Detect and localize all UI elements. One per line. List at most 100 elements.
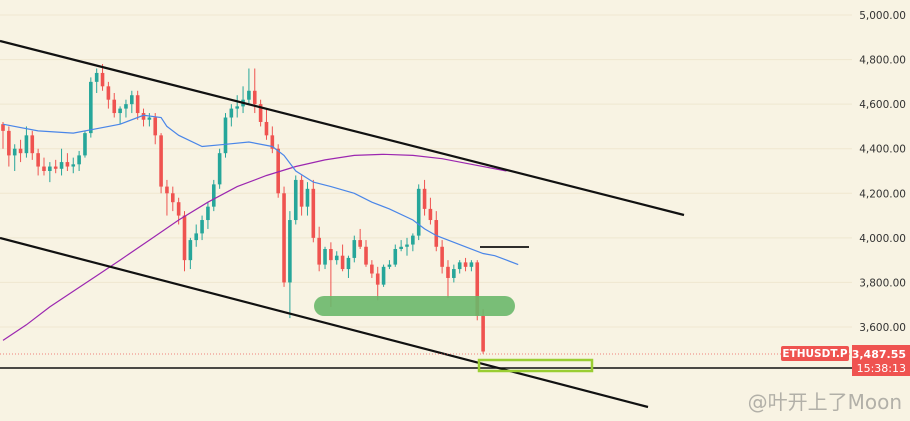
candle-body[interactable] (481, 315, 485, 352)
candle-body[interactable] (381, 266, 386, 285)
candle-body[interactable] (1, 124, 5, 131)
candle-body[interactable] (153, 117, 158, 136)
candle-body[interactable] (217, 153, 222, 185)
candle-body[interactable] (141, 113, 146, 120)
candle-body[interactable] (48, 166, 52, 171)
candle-body[interactable] (452, 269, 456, 278)
candle-body[interactable] (30, 135, 35, 154)
candle-body[interactable] (147, 117, 152, 120)
candle-body[interactable] (317, 237, 321, 265)
candle-body[interactable] (18, 148, 23, 154)
candle-body[interactable] (223, 117, 228, 154)
candle-body[interactable] (270, 135, 275, 149)
candle-body[interactable] (135, 95, 140, 114)
candle-body[interactable] (53, 166, 58, 169)
candle-body[interactable] (24, 135, 29, 154)
y-tick-label: 4,000.00 (859, 233, 906, 245)
lower-channel-trendline[interactable] (0, 236, 649, 409)
candle-body[interactable] (428, 208, 433, 221)
candle-body[interactable] (159, 135, 163, 187)
candle-body[interactable] (399, 246, 403, 249)
candle-body[interactable] (235, 106, 239, 109)
y-tick-label: 3,800.00 (859, 277, 906, 289)
candle-body[interactable] (124, 104, 128, 109)
y-tick-label: 4,400.00 (859, 144, 906, 156)
candle-body[interactable] (370, 264, 374, 274)
target-zone-box[interactable] (477, 358, 594, 373)
candle-body[interactable] (411, 235, 415, 245)
candle-body[interactable] (112, 99, 117, 114)
candle-body[interactable] (299, 179, 304, 207)
candle-body[interactable] (416, 188, 421, 236)
candle-body[interactable] (434, 220, 439, 247)
candle-body[interactable] (387, 264, 392, 267)
candle-body[interactable] (293, 179, 298, 221)
y-tick-label: 5,000.00 (859, 10, 906, 22)
candle-body[interactable] (334, 255, 339, 261)
candle-body[interactable] (59, 162, 64, 169)
candle-body[interactable] (323, 249, 327, 265)
candle-body[interactable] (305, 188, 310, 207)
candle-body[interactable] (229, 108, 234, 118)
candle-body[interactable] (252, 90, 257, 105)
candle-body[interactable] (440, 246, 444, 267)
candle-body[interactable] (329, 249, 333, 261)
candle-body[interactable] (276, 148, 280, 194)
candle-body[interactable] (340, 255, 345, 270)
candle-body[interactable] (176, 202, 181, 216)
support-zone-highlight[interactable] (314, 296, 515, 316)
candle-body[interactable] (469, 262, 474, 267)
candle-body[interactable] (422, 188, 427, 209)
last-price-value: 3,487.55 (852, 348, 906, 361)
candle-body[interactable] (65, 162, 70, 167)
y-tick-label: 4,200.00 (859, 188, 906, 200)
upper-channel-trendline[interactable] (0, 39, 685, 217)
candle-body[interactable] (83, 133, 87, 156)
candle-body[interactable] (282, 193, 286, 283)
last-price-tag (852, 345, 910, 376)
candle-body[interactable] (264, 121, 269, 136)
candle-body[interactable] (182, 215, 187, 261)
candle-body[interactable] (446, 266, 450, 278)
candle-body[interactable] (130, 95, 134, 105)
candle-body[interactable] (358, 240, 362, 247)
candle-body[interactable] (106, 86, 111, 100)
candle-body[interactable] (364, 246, 368, 265)
candle-body[interactable] (89, 81, 93, 134)
candle-body[interactable] (118, 108, 122, 114)
candle-body[interactable] (206, 206, 210, 221)
candle-body[interactable] (475, 262, 480, 316)
candle-body[interactable] (311, 188, 316, 238)
candle-body[interactable] (200, 220, 204, 234)
candle-body[interactable] (352, 240, 357, 258)
candle-body[interactable] (211, 184, 216, 207)
candle-body[interactable] (346, 257, 351, 270)
candle-body[interactable] (36, 153, 40, 167)
y-tick-label: 4,600.00 (859, 99, 906, 111)
candle-body[interactable] (71, 164, 76, 167)
candle-body[interactable] (375, 273, 380, 285)
candle-body[interactable] (463, 262, 468, 267)
candle-body[interactable] (170, 193, 175, 203)
candle-body[interactable] (393, 249, 398, 265)
candle-body[interactable] (457, 262, 462, 270)
candle-body[interactable] (258, 104, 263, 122)
ma-short-line (2, 114, 519, 266)
candle-body[interactable] (188, 240, 193, 261)
candle-body[interactable] (100, 72, 105, 87)
candle-body[interactable] (288, 220, 292, 283)
candle-body[interactable] (42, 166, 46, 171)
candle-body[interactable] (12, 148, 17, 156)
candle-body[interactable] (194, 233, 199, 241)
candle-body[interactable] (77, 155, 81, 165)
candle-body[interactable] (247, 90, 251, 100)
candle-countdown: 15:38:13 (857, 362, 906, 375)
candle-body[interactable] (94, 72, 99, 82)
candle-body[interactable] (165, 186, 169, 194)
candle-body[interactable] (7, 130, 11, 156)
y-tick-label: 3,600.00 (859, 322, 906, 334)
candle-body[interactable] (405, 244, 409, 247)
